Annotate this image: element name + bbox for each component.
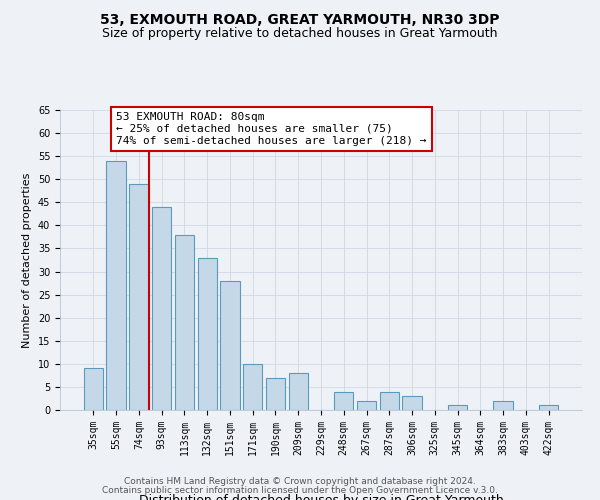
Y-axis label: Number of detached properties: Number of detached properties: [22, 172, 32, 348]
Text: Size of property relative to detached houses in Great Yarmouth: Size of property relative to detached ho…: [102, 28, 498, 40]
Bar: [334, 392, 353, 410]
Bar: [243, 364, 262, 410]
Bar: [448, 406, 467, 410]
Text: 53, EXMOUTH ROAD, GREAT YARMOUTH, NR30 3DP: 53, EXMOUTH ROAD, GREAT YARMOUTH, NR30 3…: [100, 12, 500, 26]
Bar: [106, 161, 126, 410]
Bar: [403, 396, 422, 410]
Bar: [175, 234, 194, 410]
Text: Contains public sector information licensed under the Open Government Licence v.: Contains public sector information licen…: [102, 486, 498, 495]
Bar: [220, 281, 239, 410]
Text: 53 EXMOUTH ROAD: 80sqm
← 25% of detached houses are smaller (75)
74% of semi-det: 53 EXMOUTH ROAD: 80sqm ← 25% of detached…: [116, 112, 427, 146]
Bar: [152, 207, 172, 410]
Bar: [493, 401, 513, 410]
Bar: [266, 378, 285, 410]
Bar: [84, 368, 103, 410]
Bar: [129, 184, 149, 410]
Text: Contains HM Land Registry data © Crown copyright and database right 2024.: Contains HM Land Registry data © Crown c…: [124, 477, 476, 486]
Bar: [539, 406, 558, 410]
X-axis label: Distribution of detached houses by size in Great Yarmouth: Distribution of detached houses by size …: [139, 494, 503, 500]
Bar: [289, 373, 308, 410]
Bar: [197, 258, 217, 410]
Bar: [380, 392, 399, 410]
Bar: [357, 401, 376, 410]
